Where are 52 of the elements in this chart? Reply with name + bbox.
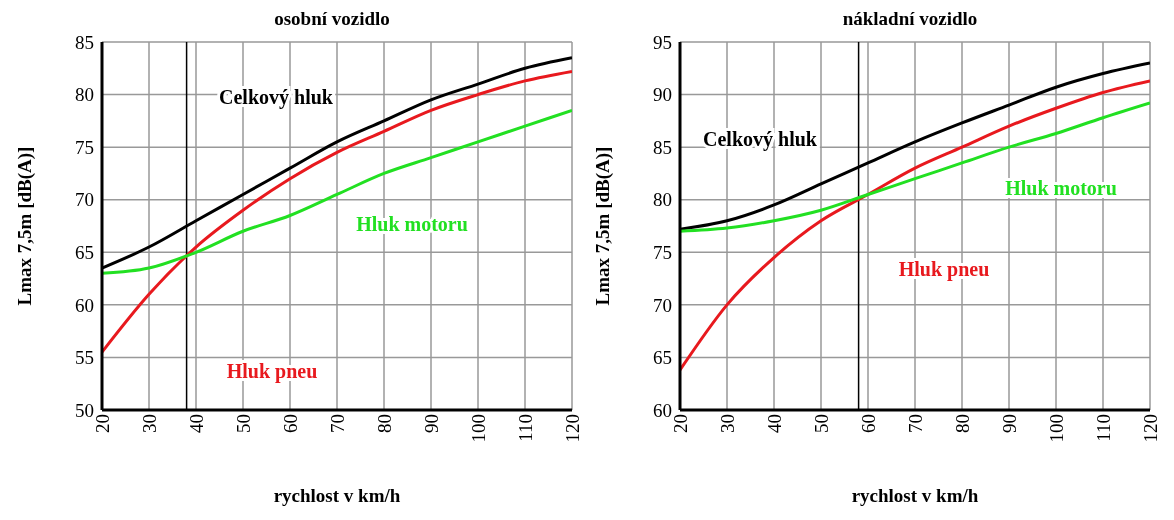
y-tick-label: 95	[653, 31, 672, 53]
x-tick-label: 50	[811, 414, 833, 433]
x-tick-label: 40	[764, 414, 786, 433]
x-tick-label: 60	[858, 414, 880, 433]
x-tick-label: 80	[374, 414, 396, 433]
text: Hluk pneu	[226, 359, 318, 383]
line-series	[102, 69, 572, 354]
y-tick-label: 85	[75, 31, 94, 53]
x-tick-label: 20	[670, 414, 692, 433]
x-tick-label: 30	[717, 414, 739, 433]
x-tick-label: 50	[233, 414, 255, 433]
series-label: Celkový hluk	[219, 85, 334, 109]
x-tick-label: 110	[515, 414, 537, 442]
y-tick-label: 70	[75, 189, 94, 211]
series-label: Hluk motoru	[356, 213, 468, 236]
y-tick-label: 55	[75, 347, 94, 369]
y-tick-label: 85	[653, 136, 672, 158]
x-tick-label: 30	[139, 414, 161, 433]
y-tick-label: 65	[75, 242, 94, 264]
chart-title: nákladní vozidlo	[842, 8, 978, 29]
y-axis-title: Lmax 7,5m [dB(A)]	[591, 146, 614, 306]
x-tick-label: 110	[1093, 414, 1115, 442]
x-tick-label: 100	[1046, 414, 1068, 443]
series-label: Hluk motoru	[1005, 177, 1117, 200]
x-tick-label: 120	[562, 414, 584, 443]
x-tick-label: 40	[186, 414, 208, 433]
text: Hluk pneu	[898, 258, 990, 282]
x-tick-label: 100	[468, 414, 490, 443]
x-tick-label: 90	[999, 414, 1021, 433]
line-series	[680, 79, 1150, 372]
x-tick-label: 80	[952, 414, 974, 433]
x-axis-title: rychlost v km/h	[851, 485, 979, 506]
x-tick-label: 70	[905, 414, 927, 433]
y-tick-label: 60	[75, 294, 94, 316]
y-tick-label: 80	[75, 84, 94, 106]
x-tick-label: 90	[421, 414, 443, 433]
chart-title: osobní vozidlo	[274, 8, 390, 29]
y-tick-label: 90	[653, 84, 672, 106]
x-tick-label: 20	[92, 414, 114, 433]
x-tick-label: 120	[1140, 414, 1162, 443]
y-tick-label: 70	[653, 294, 672, 316]
x-axis-title: rychlost v km/h	[273, 485, 401, 506]
y-tick-label: 75	[75, 136, 94, 158]
y-tick-label: 75	[653, 242, 672, 264]
line-series	[680, 101, 1150, 233]
series-label: Celkový hluk	[703, 127, 818, 151]
y-tick-label: 65	[653, 347, 672, 369]
x-tick-label: 70	[327, 414, 349, 433]
y-axis-title: Lmax 7,5m [dB(A)]	[13, 146, 36, 306]
x-tick-label: 60	[280, 414, 302, 433]
line-series	[102, 108, 572, 275]
y-tick-label: 80	[653, 189, 672, 211]
